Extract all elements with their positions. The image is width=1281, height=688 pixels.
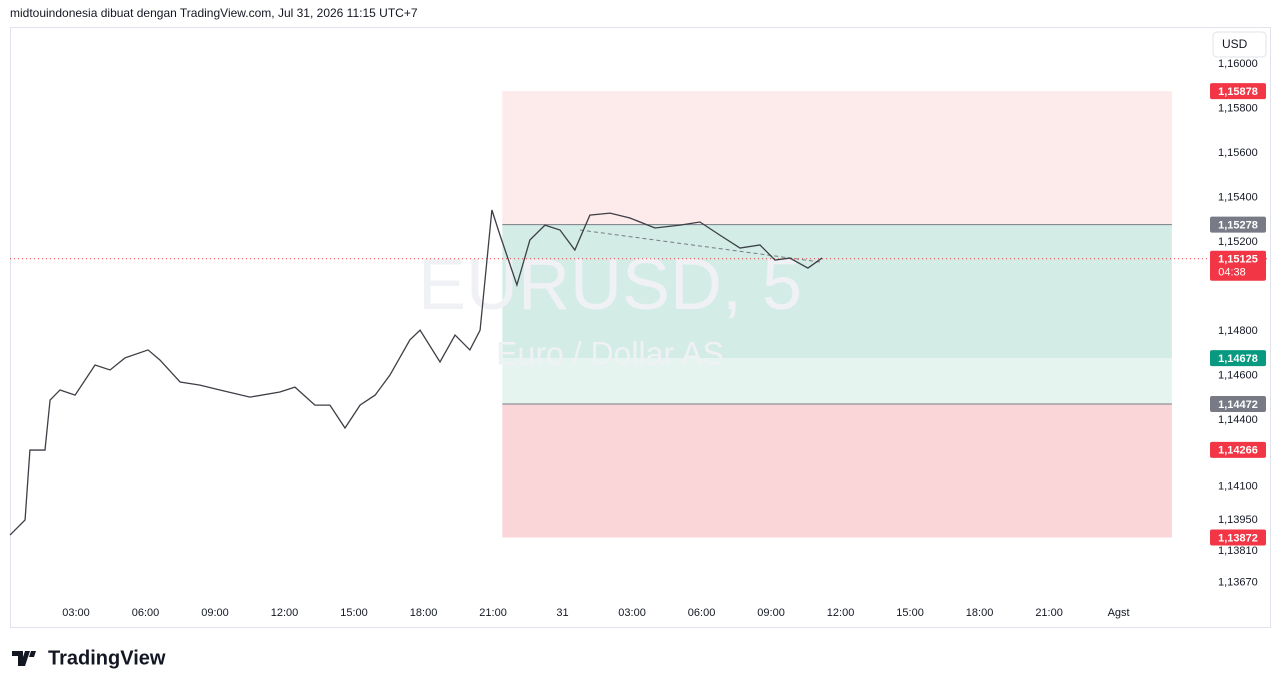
zones — [502, 91, 1172, 538]
price-level-badge — [1210, 350, 1266, 367]
current-price-label: 1,15125 — [1218, 254, 1258, 266]
x-tick-label: 06:00 — [132, 607, 160, 619]
price-level-label: 1,14266 — [1218, 445, 1258, 457]
logo-text: TradingView — [48, 647, 166, 669]
price-level-badge — [1210, 216, 1266, 233]
y-tick-label: 1,13670 — [1218, 576, 1258, 588]
x-tick-label: 12:00 — [827, 607, 855, 619]
watermark-symbol: EURUSD, 5 — [418, 245, 802, 325]
x-tick-label: 09:00 — [757, 607, 785, 619]
countdown-label: 04:38 — [1218, 267, 1246, 279]
price-level-label: 1,14472 — [1218, 399, 1258, 411]
price-level-badge — [1210, 529, 1266, 546]
y-tick-label: 1,15600 — [1218, 147, 1258, 159]
y-tick-label: 1,13950 — [1218, 514, 1258, 526]
position-zone — [502, 91, 1172, 225]
price-level-badge — [1210, 441, 1266, 458]
trend-line — [579, 229, 821, 263]
x-tick-label: 21:00 — [1035, 607, 1063, 619]
current-price-badge — [1210, 250, 1266, 281]
x-tick-label: 06:00 — [688, 607, 716, 619]
x-tick-label: 03:00 — [62, 607, 90, 619]
y-tick-label: 1,14400 — [1218, 414, 1258, 426]
watermark-description: Euro / Dollar AS — [496, 335, 724, 371]
y-tick-label: 1,15800 — [1218, 102, 1258, 114]
chart-frame — [10, 27, 1271, 628]
position-zone — [502, 224, 1172, 359]
x-tick-label: Agst — [1108, 607, 1130, 619]
x-tick-label: 18:00 — [410, 607, 438, 619]
price-level-label: 1,14678 — [1218, 353, 1258, 365]
y-tick-label: 1,14100 — [1218, 481, 1258, 493]
y-tick-label: 1,14800 — [1218, 325, 1258, 337]
x-tick-label: 15:00 — [340, 607, 368, 619]
x-tick-label: 15:00 — [896, 607, 924, 619]
x-tick-label: 21:00 — [479, 607, 507, 619]
price-level-badge — [1210, 83, 1266, 100]
price-level-label: 1,13872 — [1218, 532, 1258, 544]
x-tick-label: 03:00 — [618, 607, 646, 619]
x-tick-label: 18:00 — [966, 607, 994, 619]
position-zone — [502, 358, 1172, 404]
currency-button[interactable] — [1212, 31, 1267, 58]
y-tick-label: 1,14600 — [1218, 369, 1258, 381]
y-tick-label: 1,15400 — [1218, 191, 1258, 203]
currency-label[interactable]: USD — [1222, 37, 1248, 51]
position-zone — [502, 403, 1172, 538]
y-tick-label: 1,15200 — [1218, 236, 1258, 248]
header: midtouindonesia dibuat dengan TradingVie… — [10, 6, 418, 20]
logo: TradingView — [12, 647, 166, 669]
y-tick-label: 1,16000 — [1218, 58, 1258, 70]
price-level-badge — [1210, 395, 1266, 412]
y-tick-label: 1,13810 — [1218, 545, 1258, 557]
price-level-label: 1,15878 — [1218, 86, 1258, 98]
x-tick-label: 09:00 — [201, 607, 229, 619]
x-tick-label: 31 — [556, 607, 568, 619]
price-level-label: 1,15278 — [1218, 220, 1258, 232]
price-line — [9, 209, 823, 536]
x-tick-label: 12:00 — [271, 607, 299, 619]
